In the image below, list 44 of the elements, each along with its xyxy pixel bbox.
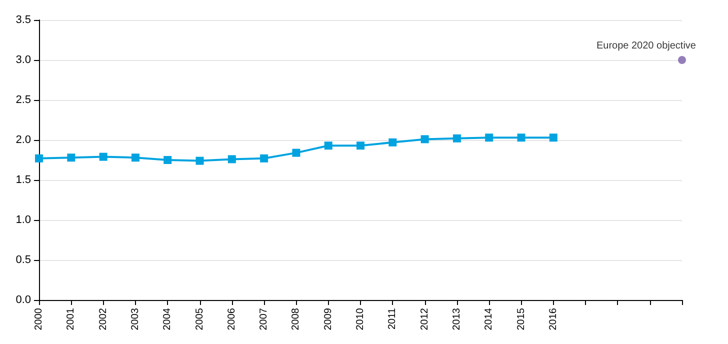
x-tick-label: 2010: [355, 308, 366, 330]
x-tick-label: 2011: [387, 308, 398, 330]
x-tick-label: 2003: [130, 308, 141, 330]
x-tick-label: 2005: [194, 308, 206, 330]
x-tick-label: 2016: [548, 308, 559, 330]
point: [196, 156, 204, 165]
x-tick-label: 2000: [34, 308, 44, 330]
point: [549, 134, 558, 142]
point: [292, 148, 300, 157]
point: [485, 134, 494, 142]
point: [517, 134, 526, 142]
x-tick-label: 2012: [419, 308, 430, 330]
point: [324, 142, 332, 150]
y-tick-label: 2.0: [16, 134, 31, 146]
point: [99, 152, 108, 161]
x-tick-label: 2001: [66, 308, 77, 330]
x-tick-label: 2007: [258, 308, 270, 330]
point: [35, 154, 43, 162]
point: [356, 142, 364, 150]
y-tick-label: 1.5: [16, 174, 31, 186]
x-tick-label: 2014: [484, 308, 495, 330]
y-tick-label: 1.0: [16, 214, 31, 226]
x-tick-label: 2015: [516, 308, 527, 330]
x-tick-label: 2004: [162, 308, 174, 330]
x-tick-label: 2013: [451, 308, 462, 330]
point: [678, 56, 686, 64]
x-tick-label: 2009: [322, 308, 334, 330]
x-tick-label: 2008: [290, 308, 302, 330]
point: [164, 156, 172, 164]
y-tick-label: 0.0: [16, 294, 31, 306]
point: [420, 135, 429, 144]
y-tick-label: 2.5: [16, 94, 31, 106]
point: [131, 154, 140, 162]
point: [388, 138, 397, 146]
point: [228, 155, 236, 164]
point: [452, 134, 461, 142]
x-tick-label: 2002: [98, 308, 109, 330]
y-tick-label: 0.5: [16, 254, 31, 266]
y-tick-label: 3.5: [16, 14, 31, 26]
series-label: Europe 2020 objective: [596, 40, 696, 52]
point: [260, 154, 268, 162]
x-tick-label: 2006: [226, 308, 238, 330]
point: [67, 154, 76, 162]
y-tick-label: 3.0: [16, 54, 31, 66]
